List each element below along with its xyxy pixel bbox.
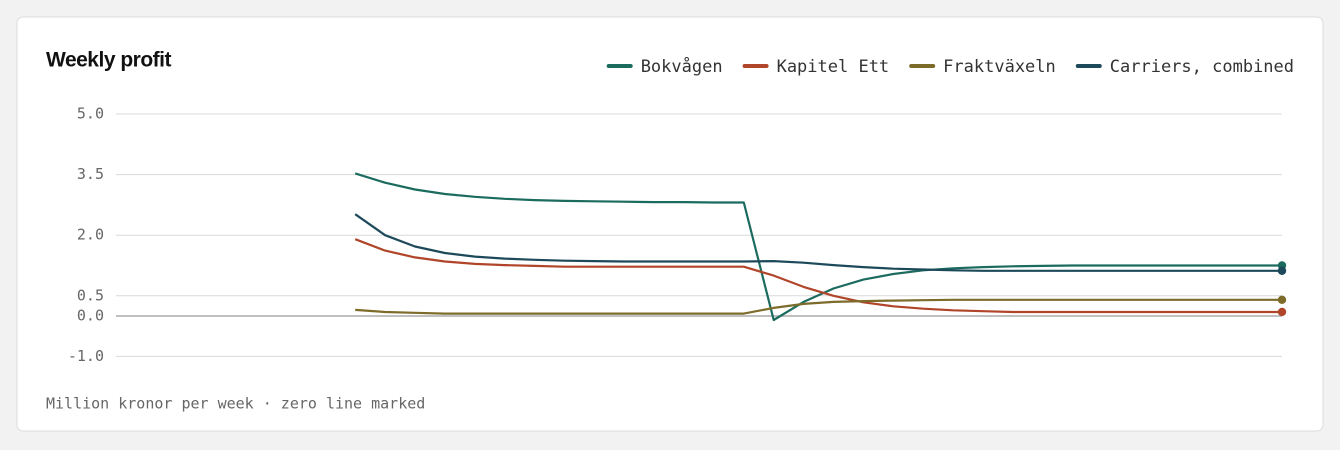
series-line [355, 298, 1282, 315]
series-line [354, 213, 1282, 272]
y-tick-label: -1.0 [68, 347, 104, 365]
chart-subtitle: Million kronor per week · zero line mark… [46, 395, 425, 413]
series-line [354, 238, 1282, 314]
chart-title: Weekly profit [46, 49, 171, 72]
y-tick-label: 0.5 [77, 286, 104, 304]
card [16, 16, 1324, 432]
legend-label: Fraktväxeln [943, 57, 1056, 77]
series-line [354, 172, 1282, 322]
end-dot [1277, 266, 1287, 275]
y-tick-label: 2.0 [77, 226, 104, 244]
y-tick-label: 0.0 [77, 307, 104, 325]
y-tick-label: 5.0 [77, 105, 104, 123]
end-dot [1277, 307, 1287, 317]
end-dot [1277, 295, 1287, 305]
legend-label: Carriers, combined [1110, 57, 1294, 77]
legend-label: Kapitel Ett [777, 57, 890, 77]
legend-label: Bokvågen [641, 56, 723, 77]
y-tick-label: 3.5 [77, 165, 104, 183]
